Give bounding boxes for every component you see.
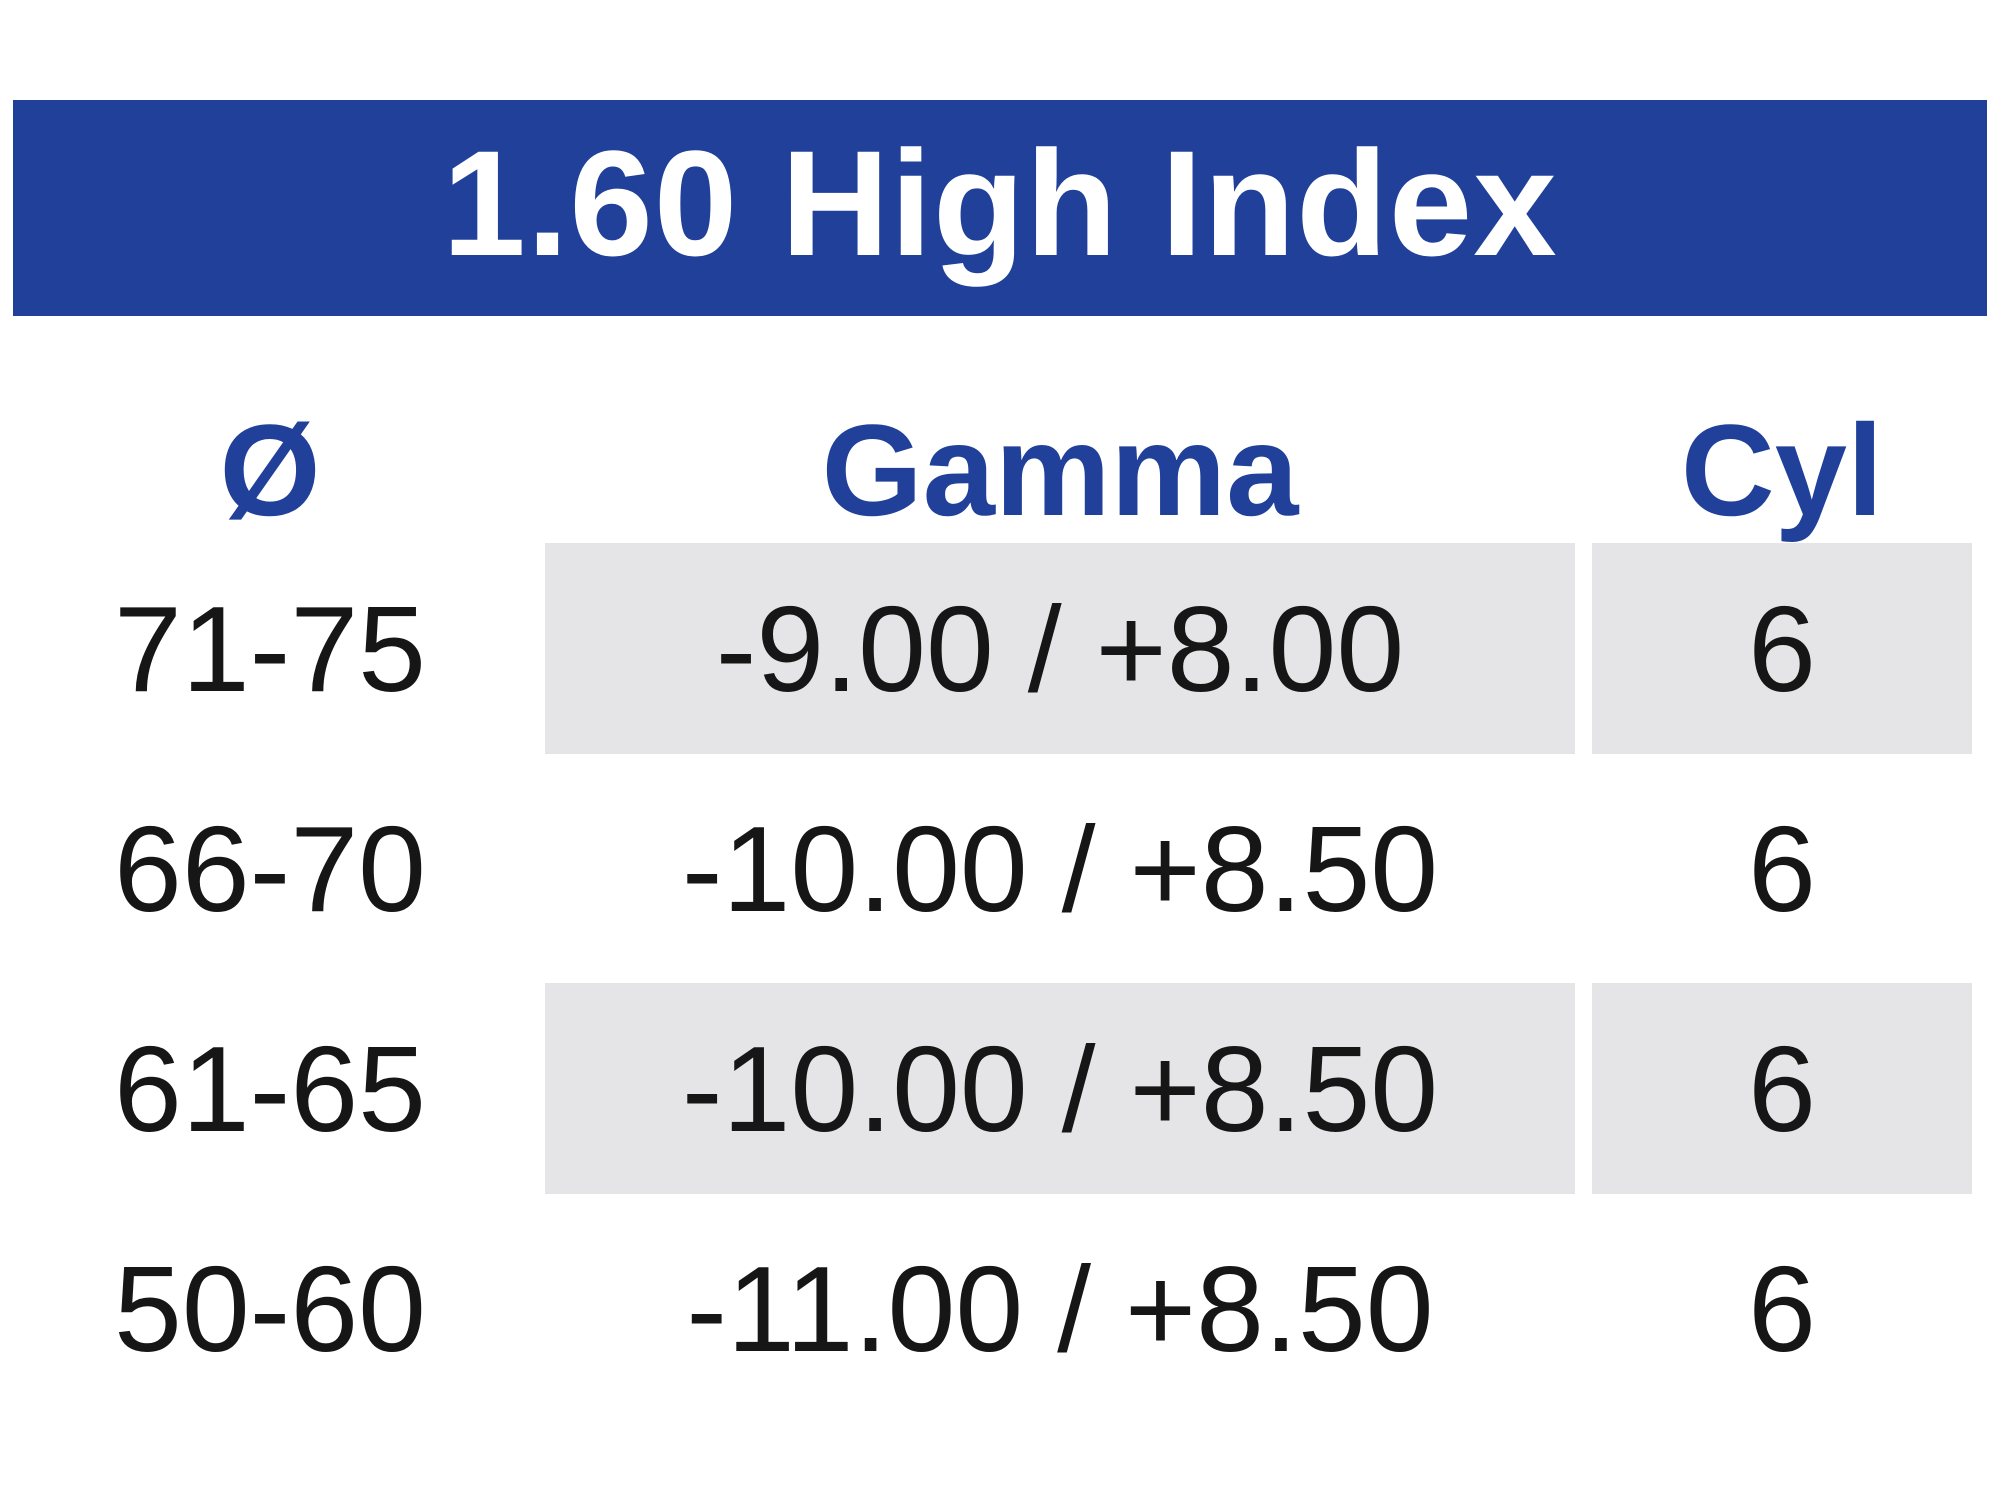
gamma-range-cell: -10.00 / +8.50 bbox=[681, 800, 1439, 937]
table-row: 61-65 -10.00 / +8.50 6 bbox=[0, 983, 2000, 1194]
column-header-row: Ø Gamma Cyl bbox=[0, 372, 2000, 567]
column-header-gamma: Gamma bbox=[821, 396, 1299, 543]
title-banner: 1.60 High Index bbox=[13, 100, 1987, 316]
cyl-cell: 6 bbox=[1748, 1240, 1816, 1377]
column-header-cyl: Cyl bbox=[1680, 396, 1884, 543]
gamma-range-cell: -10.00 / +8.50 bbox=[545, 983, 1575, 1194]
diameter-cell: 71-75 bbox=[113, 580, 427, 717]
diameter-cell: 66-70 bbox=[113, 800, 427, 937]
cyl-cell: 6 bbox=[1592, 543, 1972, 754]
diameter-cell: 61-65 bbox=[113, 1020, 427, 1157]
cyl-cell: 6 bbox=[1748, 800, 1816, 937]
table-row: 71-75 -9.00 / +8.00 6 bbox=[0, 543, 2000, 754]
diameter-cell: 50-60 bbox=[113, 1240, 427, 1377]
page-title: 1.60 High Index bbox=[442, 119, 1558, 287]
gamma-range-cell: -11.00 / +8.50 bbox=[686, 1240, 1434, 1377]
column-header-diameter: Ø bbox=[219, 396, 321, 543]
table-body: 71-75 -9.00 / +8.00 6 66-70 -10.00 / +8.… bbox=[0, 543, 2000, 1423]
cyl-cell: 6 bbox=[1592, 983, 1972, 1194]
table-row: 50-60 -11.00 / +8.50 6 bbox=[0, 1203, 2000, 1414]
gamma-range-cell: -9.00 / +8.00 bbox=[545, 543, 1575, 754]
table-row: 66-70 -10.00 / +8.50 6 bbox=[0, 763, 2000, 974]
